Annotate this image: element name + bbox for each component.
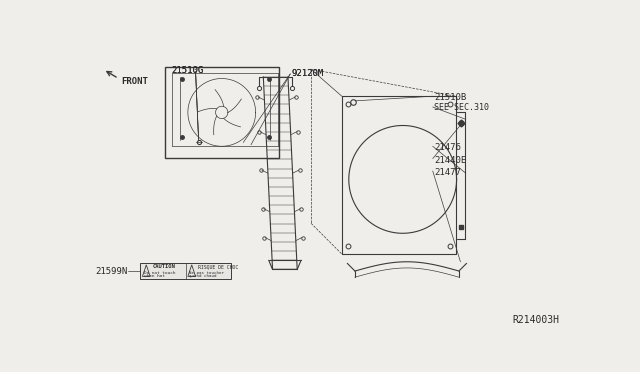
Text: 92120M: 92120M bbox=[291, 70, 323, 78]
Text: 21476: 21476 bbox=[435, 143, 461, 152]
Text: CAUTION: CAUTION bbox=[152, 264, 175, 269]
Text: 21477: 21477 bbox=[435, 168, 461, 177]
Text: RISQUE DE CHOC: RISQUE DE CHOC bbox=[198, 264, 238, 269]
Text: 21440E: 21440E bbox=[435, 155, 467, 165]
Text: SEE SEC.310: SEE SEC.310 bbox=[435, 103, 489, 112]
Text: 21510G: 21510G bbox=[171, 66, 203, 75]
Text: 92120M: 92120M bbox=[291, 70, 323, 78]
Text: Do not touch: Do not touch bbox=[144, 271, 175, 275]
Bar bbox=[164, 67, 279, 158]
Text: 21599N: 21599N bbox=[95, 266, 128, 276]
Text: when hot: when hot bbox=[144, 275, 165, 278]
Text: Ne pas toucher: Ne pas toucher bbox=[189, 271, 225, 275]
Text: 21510B: 21510B bbox=[435, 93, 467, 102]
Text: FRONT: FRONT bbox=[122, 77, 148, 86]
Text: quand chaud: quand chaud bbox=[189, 275, 217, 278]
Text: 21510G: 21510G bbox=[171, 66, 203, 75]
Bar bbox=[140, 263, 231, 279]
Text: R214003H: R214003H bbox=[512, 315, 559, 325]
